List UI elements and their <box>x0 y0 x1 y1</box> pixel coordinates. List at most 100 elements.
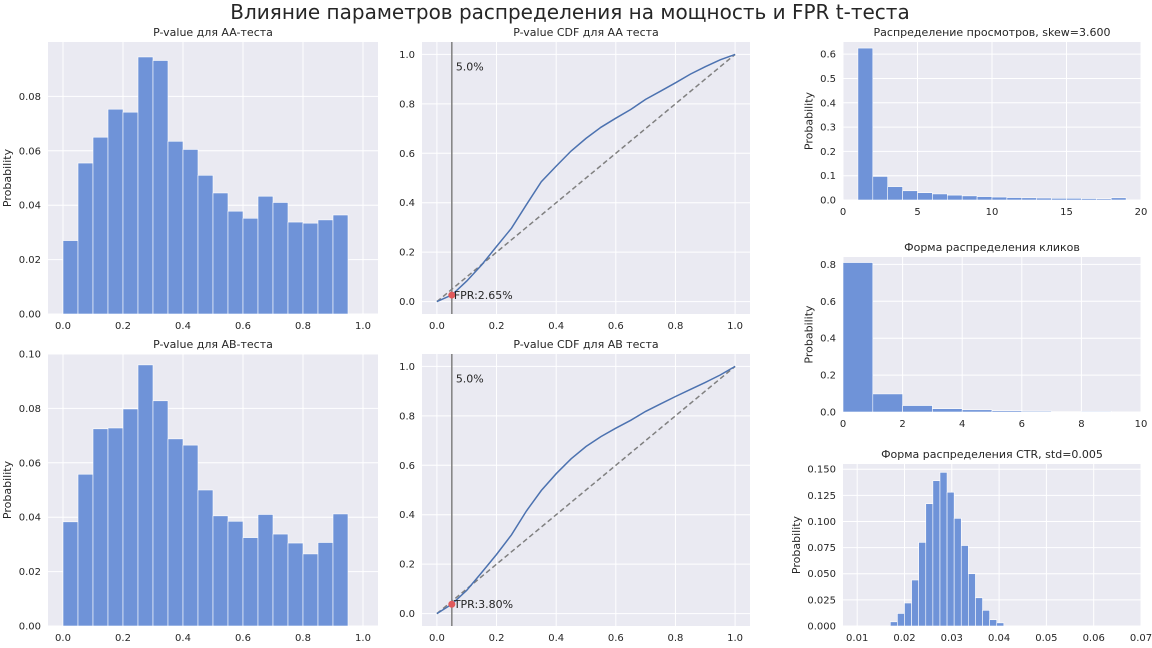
y-tick-label: 0.1 <box>820 171 836 182</box>
histogram-bar <box>991 410 1023 412</box>
panel-ctr-hist: 0.01 0.02 0.03 0.04 0.05 0.06 0.07 0.000 0.025 0.… <box>790 448 1152 644</box>
plot-area <box>843 464 1141 626</box>
y-tick-label: 0.08 <box>19 404 41 415</box>
histogram-bar <box>212 192 229 314</box>
y-tick-label: 0.8 <box>820 260 836 271</box>
y-tick-label: 0.0 <box>399 609 415 620</box>
plot-area <box>843 257 1141 412</box>
y-tick-label: 0.4 <box>820 334 836 345</box>
x-tick-label: 0.03 <box>941 633 963 644</box>
x-tick-label: 1.0 <box>355 321 371 332</box>
histogram-bar <box>975 597 983 626</box>
x-tick-label: 0.2 <box>115 321 131 332</box>
y-tick-label: 0.06 <box>19 458 41 469</box>
histogram-bar <box>1081 410 1112 412</box>
x-tick-label: 5 <box>914 207 920 218</box>
plot-content <box>62 364 349 626</box>
histogram-bar <box>911 579 919 626</box>
ylabel-ctr-hist: Probability <box>790 515 803 574</box>
x-tick-label: 0.6 <box>235 321 251 332</box>
histogram-bar <box>857 47 874 200</box>
y-tick-label: 0.8 <box>399 411 415 422</box>
histogram-bar <box>137 364 154 626</box>
x-tick-label: 0.4 <box>548 633 564 644</box>
plot-content <box>890 472 1005 626</box>
x-tick-label: 0.0 <box>429 633 445 644</box>
histogram-bar <box>167 438 184 626</box>
y-tick-label: 0.6 <box>399 149 415 160</box>
histogram-bar <box>257 195 274 314</box>
title-clicks-hist: Форма распределения кликов <box>904 241 1080 254</box>
histogram-bar <box>332 214 349 314</box>
plot-content <box>436 354 736 626</box>
x-tick-label: 0.2 <box>489 633 505 644</box>
y-tick-label: 0.02 <box>19 255 41 266</box>
x-tick-label: 0.8 <box>668 321 684 332</box>
plot-content <box>436 42 736 314</box>
y-tick-label: 0.08 <box>19 92 41 103</box>
y-tick-label: 0.000 <box>807 622 836 633</box>
panel-ab-hist: 0.0 0.2 0.4 0.6 0.8 1.0 0.00 0.02 0.04 0.06 0.08 0.… <box>1 338 378 644</box>
x-tick-label: 0.0 <box>429 321 445 332</box>
x-tick-label: 0.2 <box>489 321 505 332</box>
histogram-bar <box>302 553 319 626</box>
histogram-bar <box>77 162 94 314</box>
plot-content <box>62 56 349 314</box>
y-tick-label: 0.050 <box>807 569 836 580</box>
histogram-bar <box>961 409 993 412</box>
histogram-bar <box>122 408 139 626</box>
histogram-bar <box>968 573 976 626</box>
histogram-bar <box>272 202 289 314</box>
title-ab-hist: P-value для AB-теста <box>153 338 273 351</box>
title-aa-cdf: P-value CDF для AA теста <box>513 26 659 39</box>
y-tick-label: 0.04 <box>19 513 41 524</box>
y-tick-label: 0.00 <box>19 310 41 321</box>
diagonal-reference-line <box>436 365 736 615</box>
histogram-bar <box>932 480 941 626</box>
ylabel-ab-hist: Probability <box>1 460 14 519</box>
x-tick-label: 0 <box>840 419 846 430</box>
x-tick-label: 0.02 <box>893 633 915 644</box>
histogram-bar <box>62 521 79 626</box>
rate-label: TPR:3.80% <box>453 598 513 611</box>
x-tick-label: 2 <box>899 419 905 430</box>
histogram-bar <box>917 192 933 200</box>
histogram-bar <box>152 60 169 314</box>
histogram-bar <box>982 610 990 626</box>
histogram-bar <box>946 194 963 200</box>
histogram-bar <box>302 222 319 314</box>
x-tick-label: 15 <box>1060 207 1073 218</box>
histogram-bar <box>1006 197 1023 200</box>
y-tick-label: 0.06 <box>19 146 41 157</box>
x-tick-label: 0.2 <box>115 633 131 644</box>
y-tick-label: 0.6 <box>820 50 836 61</box>
y-tick-label: 0.6 <box>399 461 415 472</box>
histogram-bar <box>887 186 903 200</box>
y-tick-label: 0.2 <box>399 560 415 571</box>
x-tick-label: 0.04 <box>988 633 1010 644</box>
histogram-bar <box>1036 197 1052 200</box>
histogram-bar <box>197 489 214 626</box>
histogram-bar <box>182 444 199 626</box>
y-tick-label: 0.150 <box>807 465 836 476</box>
y-tick-label: 0.100 <box>807 517 836 528</box>
histogram-bar <box>932 193 948 200</box>
panel-ab-cdf: 0.0 0.2 0.4 0.6 0.8 1.0 0.0 0.2 0.4 0.6 0.8 1.0 5.0%… <box>399 338 750 644</box>
histogram-bar <box>197 174 214 314</box>
histogram-bar <box>257 514 274 626</box>
x-tick-label: 0.6 <box>235 633 251 644</box>
histogram-bar <box>843 262 874 412</box>
threshold-label: 5.0% <box>456 61 484 74</box>
x-tick-label: 1.0 <box>355 633 371 644</box>
y-tick-label: 0.00 <box>19 622 41 633</box>
y-tick-label: 0.02 <box>19 567 41 578</box>
x-tick-label: 0 <box>840 207 846 218</box>
y-tick-label: 0.6 <box>820 297 836 308</box>
x-tick-label: 0.06 <box>1083 633 1105 644</box>
x-tick-label: 0.05 <box>1035 633 1057 644</box>
histogram-bar <box>122 111 139 314</box>
panel-aa-hist: 0.0 0.2 0.4 0.6 0.8 1.0 0.00 0.02 0.04 0.06 0.08 P-… <box>1 26 378 332</box>
y-tick-label: 0.2 <box>820 371 836 382</box>
y-tick-label: 0.025 <box>807 595 836 606</box>
y-tick-label: 0.2 <box>820 147 836 158</box>
